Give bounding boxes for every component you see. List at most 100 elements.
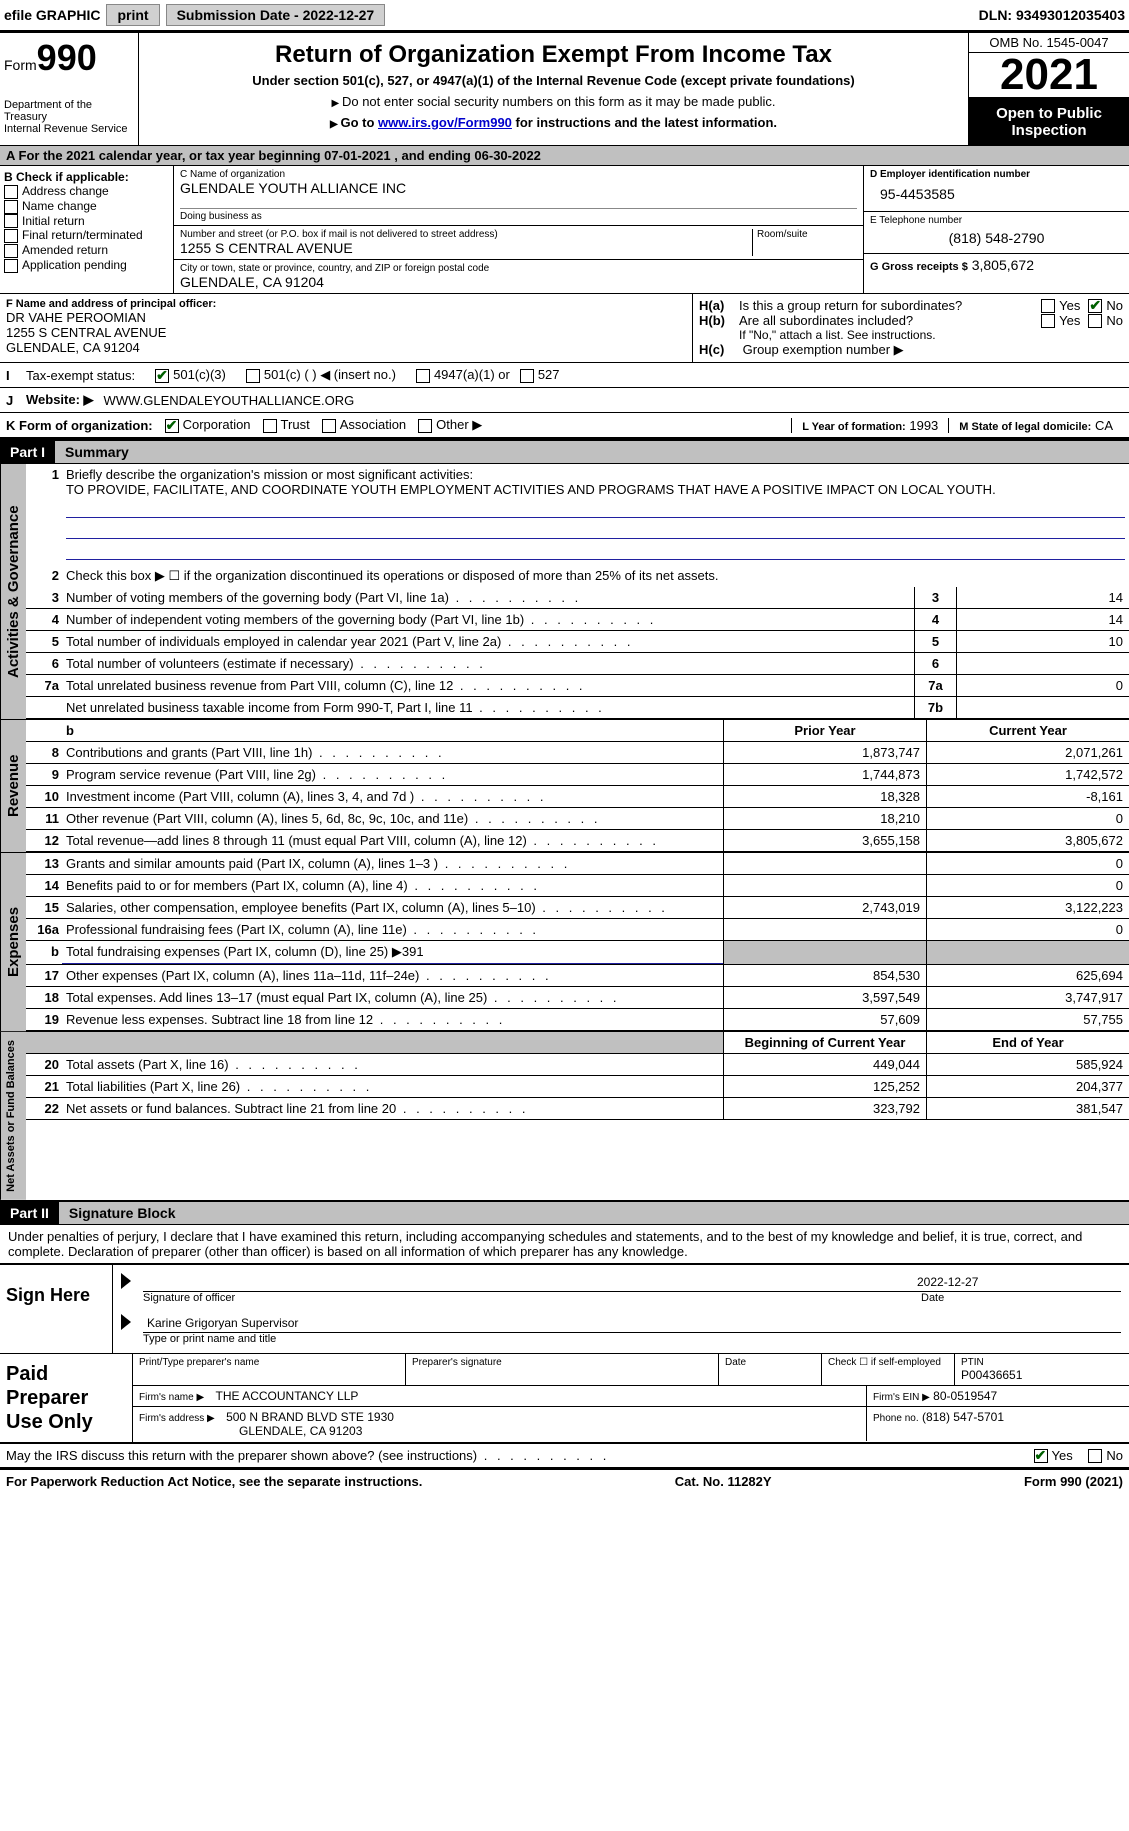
row-label: Total unrelated business revenue from Pa… (62, 675, 914, 696)
summary-row: 16a Professional fundraising fees (Part … (26, 919, 1129, 941)
application-pending-checkbox[interactable] (4, 259, 18, 273)
summary-row: Net unrelated business taxable income fr… (26, 697, 1129, 719)
row-num: 11 (26, 808, 62, 829)
discuss-row: May the IRS discuss this return with the… (0, 1444, 1129, 1470)
dept-label: Department of the Treasury (4, 99, 134, 123)
summary-row: 9 Program service revenue (Part VIII, li… (26, 764, 1129, 786)
row-label: Other expenses (Part IX, column (A), lin… (62, 965, 723, 986)
hb-yes-checkbox[interactable] (1041, 314, 1055, 328)
row-num: 15 (26, 897, 62, 918)
row-label: Total revenue—add lines 8 through 11 (mu… (62, 830, 723, 851)
prior-value: 57,609 (723, 1009, 926, 1030)
dba-label: Doing business as (180, 208, 857, 222)
preparer-label: Paid Preparer Use Only (0, 1354, 133, 1442)
discuss-yes-checkbox[interactable] (1034, 1449, 1048, 1463)
prior-value (723, 919, 926, 940)
row-label: Number of voting members of the governin… (62, 587, 914, 608)
final-return-checkbox[interactable] (4, 229, 18, 243)
row-num: 13 (26, 853, 62, 874)
summary-row: 3 Number of voting members of the govern… (26, 587, 1129, 609)
row-label: Total fundraising expenses (Part IX, col… (62, 941, 723, 964)
ha-yes-checkbox[interactable] (1041, 299, 1055, 313)
topbar: efile GRAPHIC print Submission Date - 20… (0, 0, 1129, 30)
row-label: Total number of individuals employed in … (62, 631, 914, 652)
part1-title: Summary (55, 441, 1129, 463)
discuss-no: No (1106, 1448, 1123, 1463)
form-label: Form (4, 57, 37, 73)
hc-prefix: H(c) (699, 342, 739, 357)
current-value: 0 (926, 875, 1129, 896)
summary-row: 14 Benefits paid to or for members (Part… (26, 875, 1129, 897)
firm-addr-label: Firm's address ▶ (139, 1413, 215, 1424)
row-num: 7a (26, 675, 62, 696)
row-num: 12 (26, 830, 62, 851)
prior-value (723, 941, 926, 964)
year-formation-label: L Year of formation: (802, 421, 906, 433)
irs-link[interactable]: www.irs.gov/Form990 (378, 115, 512, 130)
line2-text: Check this box ▶ ☐ if the organization d… (62, 565, 1129, 587)
current-value: 3,122,223 (926, 897, 1129, 918)
summary-row: 15 Salaries, other compensation, employe… (26, 897, 1129, 919)
501c-checkbox[interactable] (246, 369, 260, 383)
discuss-no-checkbox[interactable] (1088, 1449, 1102, 1463)
declaration: Under penalties of perjury, I declare th… (0, 1225, 1129, 1263)
row-value: 14 (956, 609, 1129, 630)
opt-other: Other ▶ (436, 417, 482, 432)
current-value: 1,742,572 (926, 764, 1129, 785)
prep-print-label: Print/Type preparer's name (139, 1357, 399, 1368)
website-value: WWW.GLENDALEYOUTHALLIANCE.ORG (104, 393, 355, 408)
summary-row: 7a Total unrelated business revenue from… (26, 675, 1129, 697)
footer-mid: Cat. No. 11282Y (675, 1474, 772, 1489)
other-checkbox[interactable] (418, 419, 432, 433)
ein-label: D Employer identification number (870, 169, 1123, 180)
firm-ein-label: Firm's EIN ▶ (873, 1392, 930, 1403)
current-year-header: Current Year (926, 720, 1129, 741)
ha-yes: Yes (1059, 298, 1080, 313)
row-num: b (26, 941, 62, 964)
submission-date-button[interactable]: Submission Date - 2022-12-27 (166, 4, 386, 26)
row-num: 5 (26, 631, 62, 652)
part1-header: Part I (0, 441, 55, 463)
row-label: Contributions and grants (Part VIII, lin… (62, 742, 723, 763)
part2-bar: Part II Signature Block (0, 1200, 1129, 1225)
sig-arrow-icon (121, 1273, 131, 1289)
initial-return-checkbox[interactable] (4, 214, 18, 228)
row-num: 9 (26, 764, 62, 785)
sig-officer-label: Signature of officer (143, 1292, 921, 1304)
corporation-checkbox[interactable] (165, 419, 179, 433)
title-block: Return of Organization Exempt From Incom… (139, 33, 968, 145)
prior-value: 18,210 (723, 808, 926, 829)
summary-row: 21 Total liabilities (Part X, line 26) 1… (26, 1076, 1129, 1098)
row-box: 7b (914, 697, 956, 718)
association-checkbox[interactable] (322, 419, 336, 433)
year-formation: 1993 (909, 418, 938, 433)
sign-here-label: Sign Here (0, 1265, 113, 1353)
print-button[interactable]: print (106, 4, 159, 26)
row-value: 14 (956, 587, 1129, 608)
current-value: 0 (926, 853, 1129, 874)
prep-phone-label: Phone no. (873, 1413, 919, 1424)
ein-value: 95-4453585 (870, 180, 1123, 208)
netassets-section: Net Assets or Fund Balances Beginning of… (0, 1031, 1129, 1200)
row-label: Total assets (Part X, line 16) (62, 1054, 723, 1075)
begin-value: 125,252 (723, 1076, 926, 1097)
row-num: 4 (26, 609, 62, 630)
row-label: Total liabilities (Part X, line 26) (62, 1076, 723, 1097)
ha-prefix: H(a) (699, 298, 739, 313)
name-title-label: Type or print name and title (143, 1333, 1121, 1345)
527-checkbox[interactable] (520, 369, 534, 383)
trust-checkbox[interactable] (263, 419, 277, 433)
name-change-checkbox[interactable] (4, 200, 18, 214)
part2-header: Part II (0, 1202, 59, 1224)
501c3-checkbox[interactable] (155, 369, 169, 383)
page-footer: For Paperwork Reduction Act Notice, see … (0, 1469, 1129, 1493)
goto-prefix: Go to (330, 115, 378, 130)
ha-no-checkbox[interactable] (1088, 299, 1102, 313)
hb-no-checkbox[interactable] (1088, 314, 1102, 328)
prior-value: 18,328 (723, 786, 926, 807)
address-change-checkbox[interactable] (4, 185, 18, 199)
amended-return-checkbox[interactable] (4, 244, 18, 258)
opt-501c3: 501(c)(3) (173, 367, 226, 382)
4947-checkbox[interactable] (416, 369, 430, 383)
row-num (26, 697, 62, 718)
